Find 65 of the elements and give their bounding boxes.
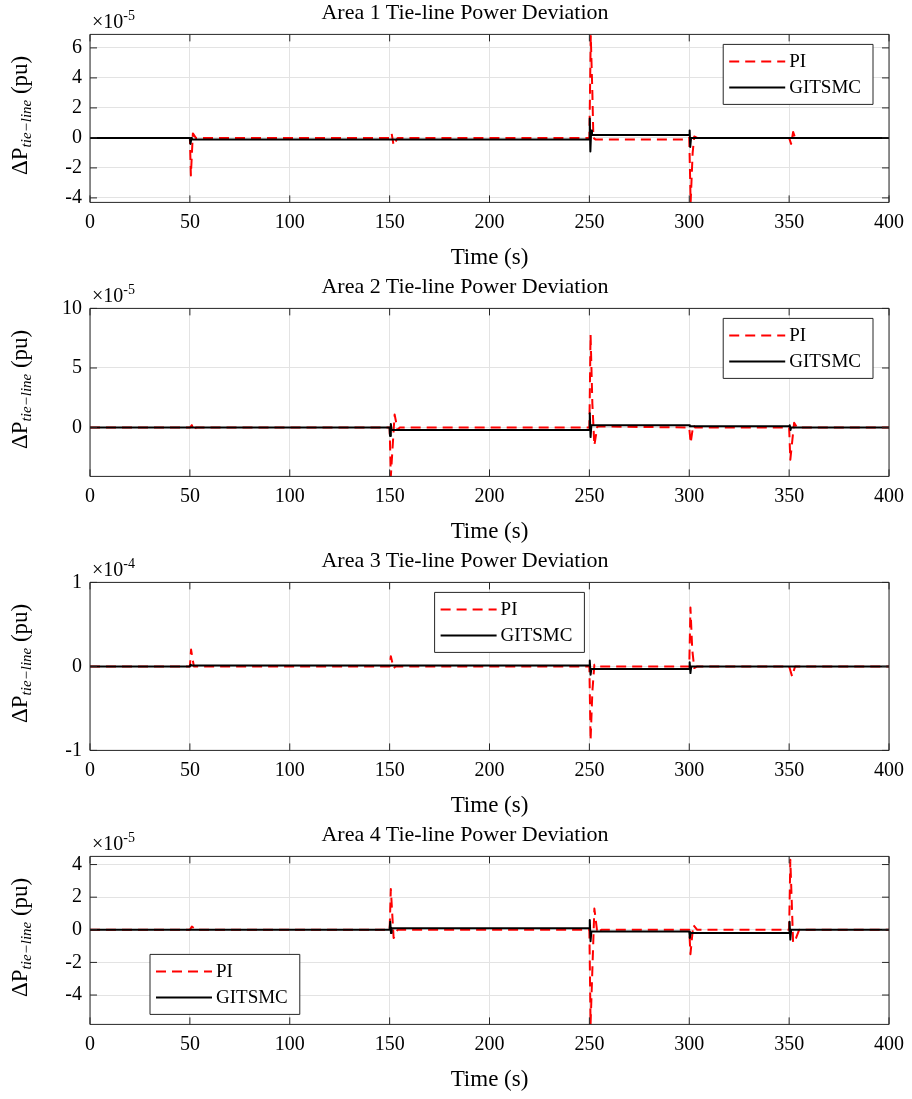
- x-tick-label: 300: [674, 209, 705, 232]
- y-tick-label: -2: [65, 155, 82, 178]
- legend-label: PI: [500, 598, 518, 620]
- legend-label: GITSMC: [500, 624, 573, 646]
- y-tick-label: 2: [72, 884, 82, 907]
- x-tick-label: 350: [774, 209, 805, 232]
- x-tick-label: 100: [274, 483, 305, 506]
- x-axis-title: Time (s): [450, 518, 529, 544]
- y-tick-label: 0: [72, 125, 82, 148]
- chart-title: Area 3 Tie-line Power Deviation: [321, 546, 609, 572]
- x-tick-label: 250: [574, 209, 605, 232]
- y-tick-label: -4: [65, 185, 82, 208]
- y-tick-label: -2: [65, 949, 82, 972]
- chart-title: Area 4 Tie-line Power Deviation: [321, 820, 609, 846]
- x-tick-label: 250: [574, 757, 605, 780]
- x-tick-label: 350: [774, 757, 805, 780]
- y-tick-label: -1: [65, 737, 82, 760]
- y-tick-label: 0: [72, 414, 82, 437]
- x-tick-label: 50: [179, 1031, 200, 1054]
- x-tick-label: 200: [474, 483, 505, 506]
- y-tick-label: 10: [62, 295, 82, 318]
- x-tick-label: 150: [374, 757, 405, 780]
- x-tick-label: 350: [774, 483, 805, 506]
- x-tick-label: 200: [474, 757, 505, 780]
- legend-label: PI: [216, 960, 233, 982]
- x-tick-label: 50: [179, 757, 200, 780]
- y-tick-label: 4: [72, 65, 82, 88]
- y-tick-label: 2: [72, 95, 82, 118]
- x-tick-label: 300: [674, 483, 705, 506]
- x-tick-label: 400: [874, 209, 904, 232]
- y-tick-label: 0: [72, 917, 82, 940]
- y-tick-label: 4: [72, 851, 82, 874]
- x-tick-label: 250: [574, 483, 605, 506]
- x-tick-label: 150: [374, 209, 405, 232]
- x-tick-label: 300: [674, 1031, 705, 1054]
- y-tick-label: -4: [65, 982, 82, 1005]
- legend-label: GITSMC: [789, 350, 862, 372]
- x-tick-label: 100: [274, 1031, 305, 1054]
- x-axis-title: Time (s): [450, 244, 529, 270]
- chart-title: Area 1 Tie-line Power Deviation: [321, 0, 609, 24]
- x-tick-label: 50: [179, 483, 200, 506]
- y-tick-label: 6: [72, 35, 82, 58]
- chart-title: Area 2 Tie-line Power Deviation: [321, 272, 609, 298]
- x-tick-label: 400: [874, 757, 904, 780]
- x-axis-title: Time (s): [450, 792, 529, 818]
- y-tick-label: 1: [72, 569, 82, 592]
- x-tick-label: 200: [474, 209, 505, 232]
- x-tick-label: 50: [179, 209, 200, 232]
- x-tick-label: 300: [674, 757, 705, 780]
- legend-label: GITSMC: [789, 76, 862, 98]
- legend-label: GITSMC: [216, 986, 288, 1008]
- x-tick-label: 100: [274, 209, 305, 232]
- x-tick-label: 400: [874, 483, 904, 506]
- x-tick-label: 200: [474, 1031, 505, 1054]
- x-tick-label: 400: [874, 1031, 904, 1054]
- x-tick-label: 150: [374, 483, 405, 506]
- x-tick-label: 150: [374, 1031, 405, 1054]
- x-tick-label: 250: [574, 1031, 605, 1054]
- legend-label: PI: [789, 50, 807, 72]
- legend-label: PI: [789, 324, 807, 346]
- y-tick-label: 5: [72, 355, 82, 378]
- y-tick-label: 0: [72, 653, 82, 676]
- x-axis-title: Time (s): [450, 1066, 529, 1092]
- x-tick-label: 350: [774, 1031, 805, 1054]
- x-tick-label: 100: [274, 757, 305, 780]
